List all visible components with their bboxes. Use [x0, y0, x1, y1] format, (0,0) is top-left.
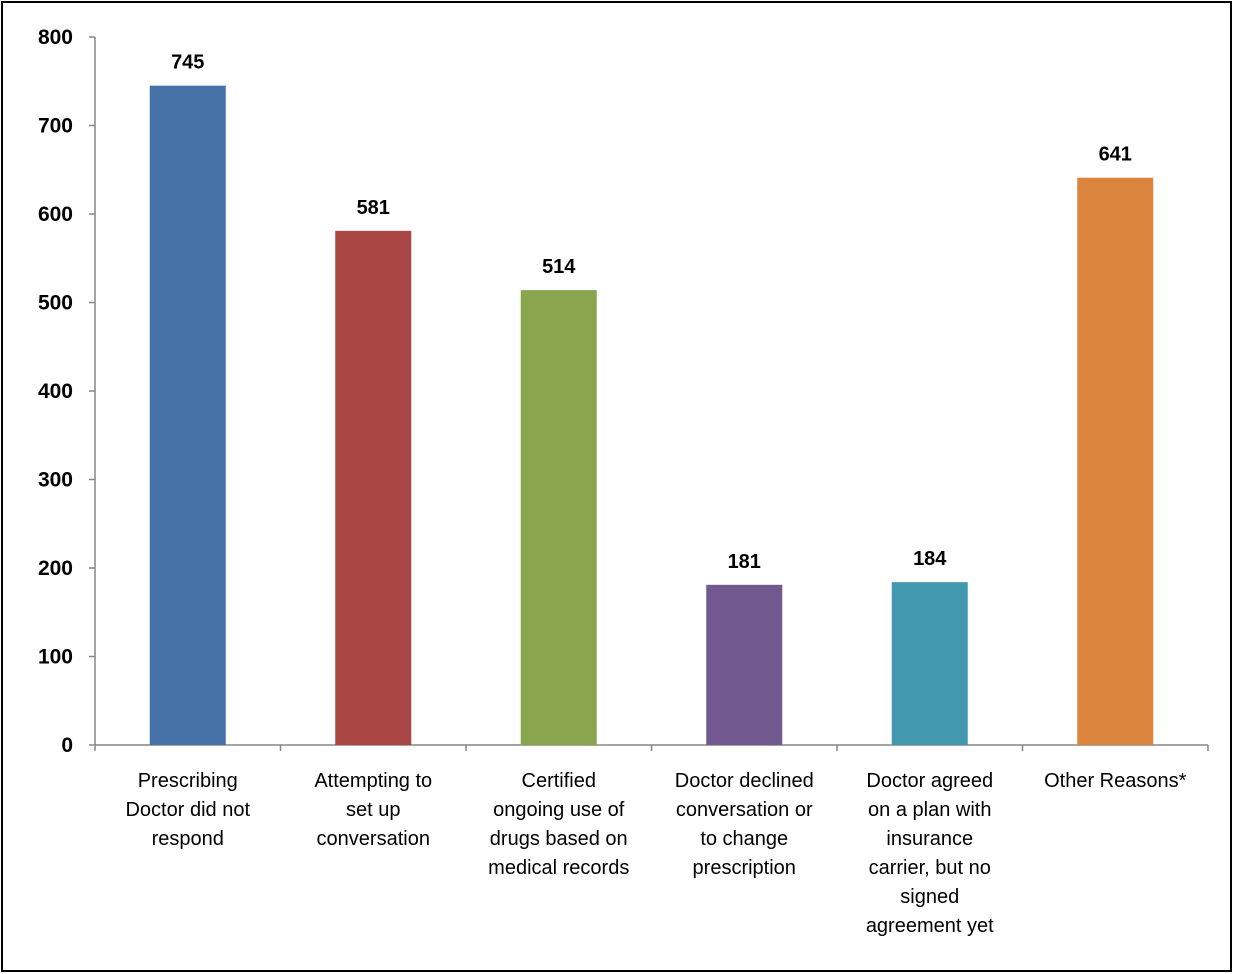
x-category-label-line: to change — [700, 828, 788, 850]
x-category-label-line: insurance — [886, 828, 973, 850]
bar — [149, 85, 226, 746]
data-label: 514 — [542, 256, 576, 278]
x-category-label-line: Attempting to — [314, 770, 432, 792]
data-label: 181 — [728, 551, 761, 573]
data-label: 184 — [913, 548, 947, 570]
x-category-label-line: Certified — [522, 770, 596, 792]
x-category-label: Other Reasons* — [1044, 770, 1187, 792]
data-label: 745 — [171, 52, 204, 74]
bar-chart: 0 100 200 300 400 500 600 700 800 745 Prescribing D… — [38, 26, 1209, 937]
x-category-label-line: carrier, but no — [869, 857, 991, 879]
bar — [891, 582, 968, 745]
x-category-label-line: Prescribing — [138, 770, 238, 792]
x-category-label: Doctor declined conversation or to change p… — [675, 770, 814, 879]
y-tick-label: 700 — [38, 115, 73, 138]
y-tick-label: 0 — [61, 734, 73, 757]
x-category-label-line: conversation or — [676, 799, 813, 821]
x-category-label-line: Other Reasons* — [1044, 770, 1187, 792]
bar — [706, 584, 783, 745]
y-tick-label: 400 — [38, 380, 73, 403]
x-category-label-line: Doctor declined — [675, 770, 814, 792]
x-category-label: Prescribing Doctor did not respond — [125, 770, 250, 850]
x-category-label: Certified ongoing use of drugs based on med… — [488, 770, 629, 879]
y-tick-label: 500 — [38, 292, 73, 315]
x-category-label-line: on a plan with — [868, 799, 991, 821]
y-tick-label: 800 — [38, 26, 73, 49]
x-category-label-line: Doctor did not — [125, 799, 250, 821]
bar — [1077, 177, 1154, 746]
x-category-label: Attempting to set up conversation — [314, 770, 432, 850]
x-category-label-line: prescription — [693, 857, 796, 879]
x-category-label-line: drugs based on — [490, 828, 628, 850]
x-category-label-line: conversation — [317, 828, 430, 850]
x-category-label-line: ongoing use of — [493, 799, 625, 821]
y-tick-label: 200 — [38, 557, 73, 580]
bar — [335, 230, 412, 745]
x-category-label-line: agreement yet — [866, 915, 994, 937]
data-label: 641 — [1099, 144, 1132, 166]
x-category-label-line: medical records — [488, 857, 629, 879]
x-category-label-line: respond — [152, 828, 224, 850]
data-label: 581 — [357, 197, 390, 219]
bar — [520, 290, 597, 745]
x-category-label-line: signed — [900, 886, 959, 908]
x-category-label-line: set up — [346, 799, 400, 821]
y-tick-label: 300 — [38, 469, 73, 492]
x-category-label-line: Doctor agreed — [866, 770, 993, 792]
y-tick-label: 600 — [38, 203, 73, 226]
x-category-label: Doctor agreed on a plan with insurance carr… — [866, 770, 994, 937]
y-tick-label: 100 — [38, 646, 73, 669]
